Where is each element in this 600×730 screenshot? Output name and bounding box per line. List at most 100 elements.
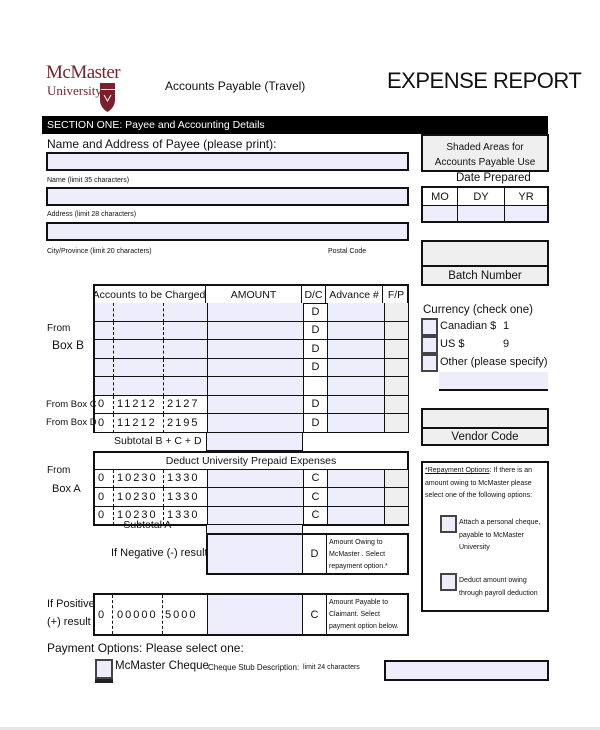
acct-dept[interactable] xyxy=(114,377,164,396)
page-title: EXPENSE REPORT xyxy=(387,68,582,93)
cheque-stub-input[interactable] xyxy=(384,660,549,681)
acct-fund: 0 xyxy=(95,395,114,414)
repayment-options-box: *Repayment Options: If there is an amoun… xyxy=(421,461,549,612)
table-row xyxy=(93,377,409,396)
date-col-mo: MO xyxy=(423,188,458,206)
advance-input[interactable] xyxy=(328,377,385,396)
negative-amount-input[interactable] xyxy=(208,535,303,573)
advance-input[interactable] xyxy=(328,414,385,433)
city-input[interactable] xyxy=(46,222,318,241)
advance-input[interactable] xyxy=(328,303,385,322)
advance-input[interactable] xyxy=(328,469,385,488)
column-header-0: Accounts to be Charged xyxy=(93,286,206,304)
positive-result-row: 0 00000 5000 C Amount Payable to Claiman… xyxy=(93,593,409,636)
amount-input[interactable] xyxy=(208,488,304,507)
acct-object[interactable] xyxy=(164,358,208,377)
amount-input[interactable] xyxy=(208,469,304,488)
acct-dept[interactable] xyxy=(114,358,164,377)
currency-checkbox[interactable] xyxy=(421,318,438,336)
amount-input[interactable] xyxy=(208,377,304,396)
shield-logo-icon xyxy=(100,83,115,112)
advance-input[interactable] xyxy=(328,506,385,525)
fp-cell xyxy=(385,340,408,359)
cheque-stub-label: Cheque Stub Description: xyxy=(208,663,300,672)
currency-checkbox[interactable] xyxy=(421,354,438,372)
negative-label: If Negative (-) result xyxy=(111,547,208,559)
deduct-row: 0 10230 1330 C xyxy=(93,506,409,525)
postal-code-input[interactable] xyxy=(317,222,409,241)
section-one-bar: SECTION ONE: Payee and Accounting Detail… xyxy=(42,116,548,134)
positive-acct-b: 00000 xyxy=(113,595,163,634)
acct-dept[interactable] xyxy=(114,321,164,340)
name-hint: Name (limit 35 characters) xyxy=(47,177,130,184)
date-dy-input[interactable] xyxy=(458,206,505,221)
negative-dc: D xyxy=(303,535,327,573)
acct-object[interactable] xyxy=(164,303,208,322)
acct-dept: 11212 xyxy=(114,395,164,414)
acct-dept[interactable] xyxy=(114,303,164,322)
acct-object[interactable] xyxy=(164,377,208,396)
fp-cell xyxy=(385,414,408,433)
subtotal-bcd-input[interactable] xyxy=(206,432,303,452)
acct-fund[interactable] xyxy=(95,377,114,396)
advance-input[interactable] xyxy=(328,321,385,340)
positive-amount-input[interactable] xyxy=(208,595,303,634)
mcmaster-cheque-checkbox[interactable] xyxy=(95,659,113,679)
date-col-dy: DY xyxy=(458,188,505,206)
logo-university: University xyxy=(47,83,102,98)
acct-object: 1330 xyxy=(164,488,208,507)
acct-fund: 0 xyxy=(95,414,114,433)
date-prepared-label: Date Prepared xyxy=(456,172,531,184)
repayment-title: *Repayment Options xyxy=(425,467,490,474)
amount-input[interactable] xyxy=(208,395,304,414)
table-row: 0 11212 2127 D xyxy=(93,395,409,414)
amount-input[interactable] xyxy=(208,303,304,322)
acct-fund[interactable] xyxy=(95,340,114,359)
from-box-a-label-1: From xyxy=(47,465,71,476)
currency-checkbox[interactable] xyxy=(421,336,438,354)
vendor-code-label: Vendor Code xyxy=(423,427,547,446)
address-input[interactable] xyxy=(46,187,409,206)
acct-dept: 10230 xyxy=(114,488,164,507)
from-box-b-label-1: From xyxy=(47,323,71,334)
deduct-row: 0 10230 1330 C xyxy=(93,488,409,507)
date-mo-input[interactable] xyxy=(423,206,458,221)
acct-fund[interactable] xyxy=(95,321,114,340)
payee-name-input[interactable] xyxy=(46,152,409,171)
advance-input[interactable] xyxy=(328,395,385,414)
column-header-1: AMOUNT xyxy=(206,286,302,304)
table-header: Accounts to be Charged AMOUNT D/C Advance #… xyxy=(93,284,409,304)
column-header-4: F/P xyxy=(383,286,409,304)
other-currency-input[interactable] xyxy=(439,372,548,391)
positive-acct-a: 0 xyxy=(95,595,113,634)
cheque-stub-hint: limit 24 characters xyxy=(303,664,360,671)
batch-number-label: Batch Number xyxy=(423,265,547,285)
amount-input[interactable] xyxy=(208,321,304,340)
acct-fund[interactable] xyxy=(95,358,114,377)
advance-input[interactable] xyxy=(328,488,385,507)
vendor-code-box: Vendor Code xyxy=(421,408,549,446)
amount-input[interactable] xyxy=(208,414,304,433)
currency-label: Canadian $ xyxy=(440,320,497,332)
payment-options-title: Payment Options: Please select one: xyxy=(47,641,244,655)
acct-fund[interactable] xyxy=(95,303,114,322)
acct-object[interactable] xyxy=(164,321,208,340)
amount-input[interactable] xyxy=(208,340,304,359)
repay-cheque-checkbox[interactable] xyxy=(440,515,457,533)
advance-input[interactable] xyxy=(328,358,385,377)
form-subtitle: Accounts Payable (Travel) xyxy=(165,79,306,93)
repay-payroll-checkbox[interactable] xyxy=(440,573,457,591)
dc-value: D xyxy=(304,321,328,340)
acct-dept[interactable] xyxy=(114,340,164,359)
second-checkbox-top[interactable] xyxy=(95,679,113,683)
date-yr-input[interactable] xyxy=(505,206,547,221)
amount-input[interactable] xyxy=(208,506,304,525)
advance-input[interactable] xyxy=(328,340,385,359)
acct-fund: 0 xyxy=(95,469,114,488)
amount-input[interactable] xyxy=(208,358,304,377)
acct-object: 1330 xyxy=(164,506,208,525)
acct-object[interactable] xyxy=(164,340,208,359)
positive-label-1: If Positive xyxy=(47,598,95,610)
payee-label: Name and Address of Payee (please print)… xyxy=(47,137,277,151)
